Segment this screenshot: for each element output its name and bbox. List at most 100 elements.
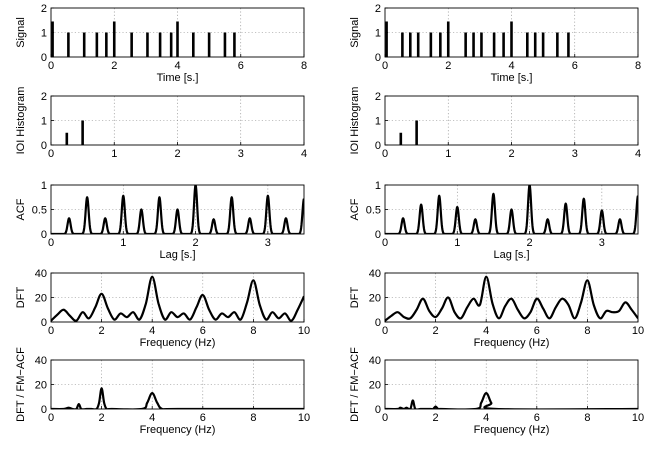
y-tick-label: 40 <box>369 268 381 280</box>
x-tick-label: 4 <box>149 412 155 424</box>
x-tick-label: 8 <box>584 412 590 424</box>
y-axis-label: ACF <box>15 198 27 220</box>
x-tick-label: 6 <box>200 325 206 337</box>
y-tick-label: 0 <box>41 404 47 416</box>
y-axis-label: ACF <box>349 198 361 220</box>
x-tick-label: 4 <box>508 60 514 72</box>
x-tick-label: 0 <box>48 148 54 160</box>
x-tick-label: 0 <box>382 60 388 72</box>
x-tick-label: 10 <box>632 325 644 337</box>
x-tick-label: 4 <box>174 60 180 72</box>
chart-panel: 0 2 4 6 8 10 0 20 40 Frequency (Hz) DFT <box>15 268 310 349</box>
y-tick-label: 0.5 <box>366 205 381 217</box>
y-tick-label: 0 <box>41 317 47 329</box>
x-axis-label: Lag [s.] <box>159 249 195 261</box>
x-axis-label: Frequency (Hz) <box>140 337 216 349</box>
y-axis-label: DFT <box>349 287 361 309</box>
chart-panel: 0 2 4 6 8 10 0 20 40 Frequency (Hz) DFT / FM−ACF <box>349 347 644 436</box>
y-tick-label: 20 <box>35 380 47 392</box>
x-tick-label: 0 <box>382 412 388 424</box>
y-tick-label: 1 <box>375 180 381 192</box>
x-tick-label: 10 <box>632 412 644 424</box>
y-tick-label: 1 <box>41 180 47 192</box>
x-tick-label: 1 <box>445 148 451 160</box>
y-axis-label: IOI Histogram <box>349 87 361 155</box>
x-tick-label: 2 <box>174 148 180 160</box>
x-tick-label: 2 <box>508 148 514 160</box>
y-tick-label: 1 <box>41 28 47 40</box>
y-tick-label: 2 <box>41 91 47 103</box>
y-tick-label: 20 <box>369 293 381 305</box>
x-tick-label: 6 <box>534 412 540 424</box>
y-tick-label: 0 <box>375 404 381 416</box>
chart-panel: 0 1 2 3 0 0.5 1 Lag [s.] ACF <box>349 180 639 261</box>
series-line <box>51 275 304 322</box>
x-tick-label: 2 <box>99 325 105 337</box>
x-axis-label: Time [s.] <box>491 72 533 84</box>
x-tick-label: 4 <box>635 148 641 160</box>
x-tick-label: 8 <box>301 60 307 72</box>
chart-panel: 0 2 4 6 8 10 0 20 40 Frequency (Hz) DFT <box>349 268 644 349</box>
y-tick-label: 40 <box>35 268 47 280</box>
x-tick-label: 8 <box>250 412 256 424</box>
x-tick-label: 3 <box>265 237 271 249</box>
x-tick-label: 2 <box>527 237 533 249</box>
chart-panel: 0 1 2 3 4 0 1 2 IOI Histogram <box>15 87 307 160</box>
x-tick-label: 6 <box>200 412 206 424</box>
x-tick-label: 3 <box>572 148 578 160</box>
y-tick-label: 0 <box>41 229 47 241</box>
x-tick-label: 0 <box>382 325 388 337</box>
y-tick-label: 1 <box>41 116 47 128</box>
y-tick-label: 20 <box>369 380 381 392</box>
y-axis-label: Signal <box>15 17 27 48</box>
x-tick-label: 2 <box>99 412 105 424</box>
y-tick-label: 40 <box>35 355 47 367</box>
y-tick-label: 2 <box>41 3 47 15</box>
x-tick-label: 0 <box>48 325 54 337</box>
x-tick-label: 1 <box>454 237 460 249</box>
x-tick-label: 3 <box>599 237 605 249</box>
y-tick-label: 2 <box>375 3 381 15</box>
x-tick-label: 1 <box>111 148 117 160</box>
series-line <box>385 391 638 409</box>
x-tick-label: 1 <box>120 237 126 249</box>
x-tick-label: 4 <box>483 412 489 424</box>
chart-panel: 0 2 4 6 8 0 1 2 Time [s.] Signal <box>15 3 307 84</box>
y-tick-label: 0 <box>375 52 381 64</box>
x-tick-label: 2 <box>111 60 117 72</box>
x-tick-label: 2 <box>433 325 439 337</box>
y-tick-label: 0 <box>375 317 381 329</box>
y-tick-label: 0 <box>375 140 381 152</box>
series-line <box>51 387 304 409</box>
x-tick-label: 6 <box>238 60 244 72</box>
y-axis-label: DFT / FM−ACF <box>15 347 27 422</box>
y-axis-label: Signal <box>349 17 361 48</box>
x-axis-label: Frequency (Hz) <box>474 337 550 349</box>
x-axis-label: Frequency (Hz) <box>474 424 550 436</box>
y-axis-label: DFT <box>15 287 27 309</box>
x-tick-label: 6 <box>534 325 540 337</box>
y-tick-label: 40 <box>369 355 381 367</box>
x-tick-label: 2 <box>445 60 451 72</box>
chart-panel: 0 1 2 3 4 0 1 2 IOI Histogram <box>349 87 641 160</box>
y-tick-label: 1 <box>375 28 381 40</box>
x-tick-label: 4 <box>301 148 307 160</box>
y-tick-label: 0 <box>375 229 381 241</box>
x-axis-label: Lag [s.] <box>493 249 529 261</box>
chart-panel: 0 2 4 6 8 10 0 20 40 Frequency (Hz) DFT / FM−ACF <box>15 347 310 436</box>
x-tick-label: 10 <box>298 412 310 424</box>
acf-curve <box>51 185 304 234</box>
x-tick-label: 2 <box>433 412 439 424</box>
x-tick-label: 4 <box>483 325 489 337</box>
y-tick-label: 1 <box>375 116 381 128</box>
x-tick-label: 6 <box>572 60 578 72</box>
y-tick-label: 0 <box>41 140 47 152</box>
x-tick-label: 0 <box>382 148 388 160</box>
x-tick-label: 2 <box>193 237 199 249</box>
x-tick-label: 0 <box>48 60 54 72</box>
y-tick-label: 2 <box>375 91 381 103</box>
chart-panel: 0 2 4 6 8 0 1 2 Time [s.] Signal <box>349 3 641 84</box>
x-tick-label: 4 <box>149 325 155 337</box>
y-axis-label: DFT / FM−ACF <box>349 347 361 422</box>
